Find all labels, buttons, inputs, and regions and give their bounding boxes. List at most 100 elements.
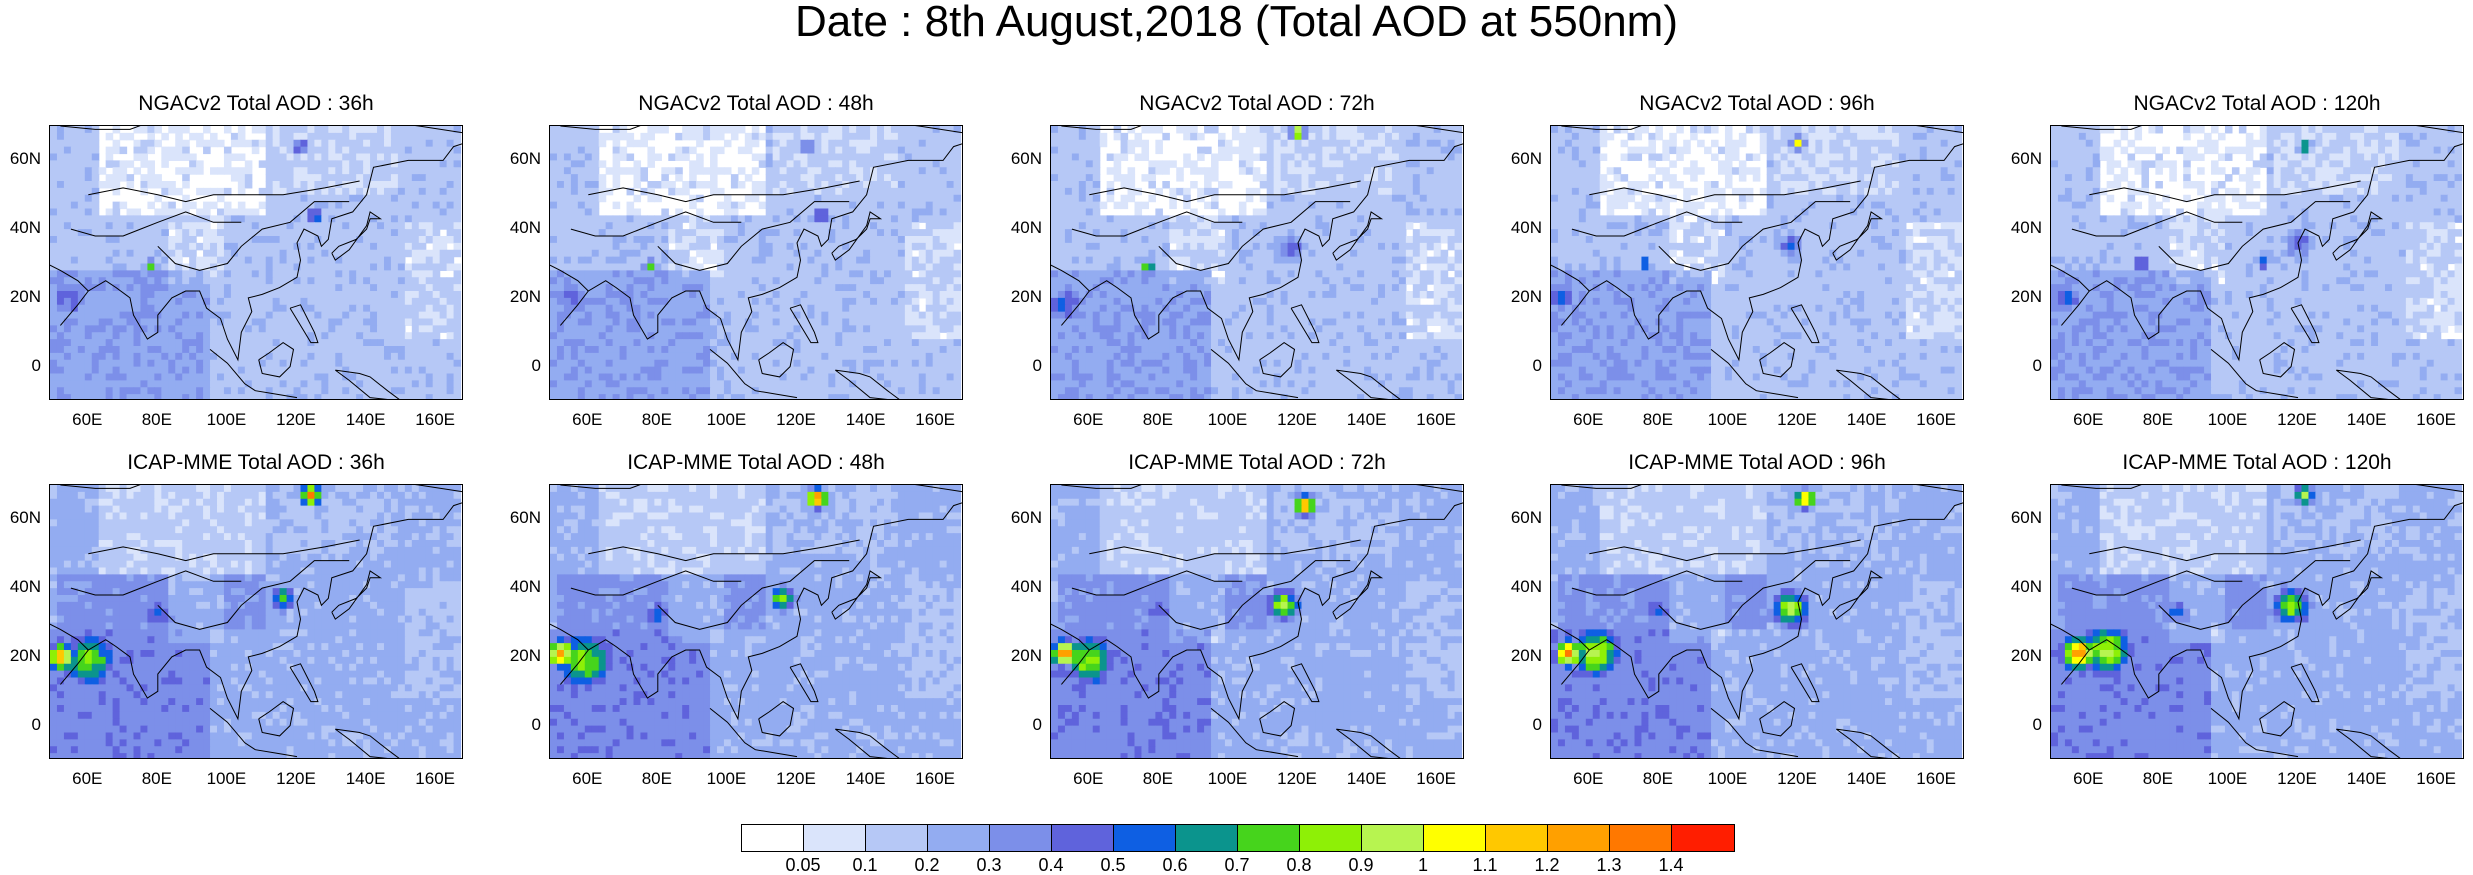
aod-cell	[1204, 167, 1212, 174]
aod-cell	[1357, 195, 1365, 202]
aod-cell	[849, 339, 857, 346]
aod-cell	[454, 284, 462, 291]
aod-cell	[870, 243, 878, 250]
aod-cell	[1350, 188, 1358, 195]
aod-cell	[585, 181, 593, 188]
aod-cell	[1148, 167, 1156, 174]
aod-cell	[182, 312, 190, 319]
aod-cell	[1190, 181, 1198, 188]
aod-cell	[106, 346, 114, 353]
aod-cell	[1420, 181, 1428, 188]
aod-cell	[856, 394, 864, 400]
aod-cell	[120, 160, 128, 167]
aod-cell	[300, 346, 308, 353]
aod-cell	[870, 353, 878, 360]
aod-cell	[447, 264, 455, 271]
aod-cell	[92, 209, 100, 216]
aod-cell	[140, 346, 148, 353]
aod-cell	[266, 222, 274, 229]
aod-cell	[661, 209, 669, 216]
aod-cell	[954, 215, 962, 222]
aod-cell	[217, 332, 225, 339]
aod-cell	[905, 215, 913, 222]
aod-cell	[50, 174, 58, 181]
aod-cell	[703, 284, 711, 291]
aod-cell	[919, 257, 927, 264]
aod-cell	[821, 394, 829, 400]
aod-cell	[933, 195, 941, 202]
aod-cell	[1114, 174, 1122, 181]
aod-cell	[433, 236, 441, 243]
aod-cell	[912, 222, 920, 229]
aod-cell	[766, 195, 774, 202]
aod-cell	[891, 243, 899, 250]
aod-cell	[571, 243, 579, 250]
aod-cell	[328, 284, 336, 291]
aod-cell	[759, 133, 767, 140]
y-tick-label: 0	[1, 357, 41, 375]
aod-cell	[189, 222, 197, 229]
aod-cell	[231, 270, 239, 277]
aod-cell	[1441, 160, 1449, 167]
aod-cell	[78, 264, 86, 271]
aod-cell	[370, 346, 378, 353]
aod-cell	[1385, 202, 1393, 209]
aod-cell	[654, 270, 662, 277]
aod-cell	[933, 243, 941, 250]
aod-cell	[884, 209, 892, 216]
aod-cell	[926, 174, 934, 181]
aod-cell	[668, 154, 676, 161]
aod-cell	[321, 325, 329, 332]
aod-cell	[578, 284, 586, 291]
aod-cell	[57, 387, 65, 394]
aod-cell	[314, 133, 322, 140]
aod-cell	[766, 277, 774, 284]
aod-cell	[127, 325, 135, 332]
aod-cell	[571, 147, 579, 154]
aod-cell	[294, 126, 302, 133]
aod-cell	[307, 133, 315, 140]
aod-cell	[71, 140, 79, 147]
aod-cell	[405, 154, 413, 161]
aod-cell	[1336, 195, 1344, 202]
aod-cell	[64, 195, 72, 202]
aod-cell	[620, 298, 628, 305]
aod-cell	[259, 140, 267, 147]
aod-cell	[1288, 126, 1296, 133]
aod-cell	[800, 222, 808, 229]
aod-cell	[154, 277, 162, 284]
aod-cell	[168, 305, 176, 312]
aod-cell	[224, 264, 232, 271]
aod-cell	[168, 222, 176, 229]
aod-cell	[731, 229, 739, 236]
aod-cell	[1441, 147, 1449, 154]
aod-cell	[266, 188, 274, 195]
aod-cell	[780, 167, 788, 174]
aod-cell	[1121, 202, 1129, 209]
aod-cell	[807, 380, 815, 387]
aod-cell	[891, 167, 899, 174]
aod-cell	[238, 387, 246, 394]
aod-cell	[419, 202, 427, 209]
aod-cell	[710, 387, 718, 394]
aod-cell	[912, 367, 920, 374]
aod-cell	[940, 167, 948, 174]
aod-cell	[724, 215, 732, 222]
aod-cell	[238, 202, 246, 209]
aod-cell	[377, 202, 385, 209]
aod-cell	[1392, 181, 1400, 188]
aod-cell	[745, 367, 753, 374]
aod-cell	[1274, 140, 1282, 147]
aod-cell	[99, 257, 107, 264]
aod-cell	[1343, 147, 1351, 154]
aod-cell	[1079, 209, 1087, 216]
aod-cell	[898, 264, 906, 271]
aod-cell	[349, 305, 357, 312]
aod-cell	[217, 353, 225, 360]
aod-cell	[349, 215, 357, 222]
aod-cell	[1086, 160, 1094, 167]
aod-cell	[1197, 133, 1205, 140]
aod-cell	[731, 222, 739, 229]
aod-cell	[919, 160, 927, 167]
aod-cell	[821, 257, 829, 264]
